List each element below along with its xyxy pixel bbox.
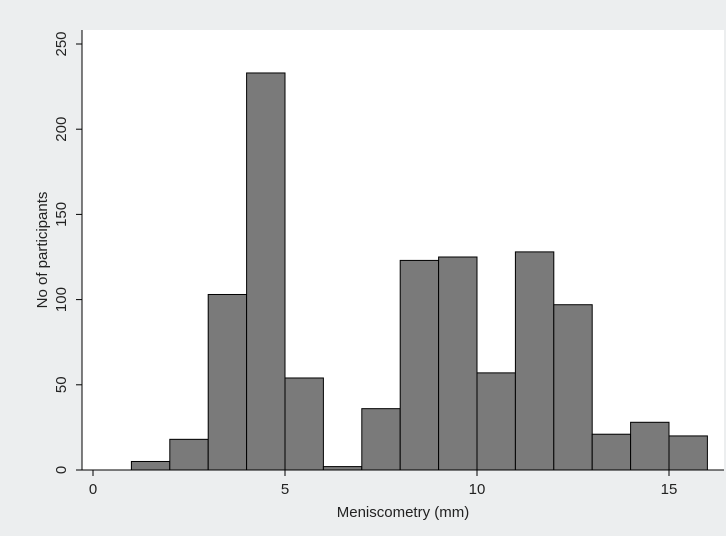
histogram-bar bbox=[284, 377, 324, 471]
x-tick-label: 0 bbox=[89, 481, 97, 498]
x-tick-label: 15 bbox=[661, 481, 678, 498]
y-tick-label: 0 bbox=[53, 466, 70, 474]
histogram-bar bbox=[399, 259, 440, 471]
histogram-bar bbox=[553, 304, 593, 471]
histogram-bar bbox=[322, 466, 363, 471]
histogram-bar bbox=[169, 438, 209, 471]
x-tick-label: 5 bbox=[281, 481, 289, 498]
histogram-bar bbox=[591, 433, 632, 471]
x-axis: 0 5 10 15 bbox=[82, 469, 724, 498]
histogram-bar bbox=[630, 421, 670, 471]
x-tick-label: 10 bbox=[469, 481, 486, 498]
y-tick-label: 150 bbox=[53, 202, 70, 227]
y-tick-label: 50 bbox=[53, 376, 70, 393]
x-axis-title: Meniscometry (mm) bbox=[337, 504, 470, 521]
histogram-bar bbox=[130, 460, 171, 471]
histogram-bar bbox=[514, 251, 555, 471]
y-tick-label: 250 bbox=[53, 31, 70, 56]
y-tick-label: 100 bbox=[53, 287, 70, 312]
histogram-bar bbox=[207, 293, 248, 471]
y-tick-label: 200 bbox=[53, 117, 70, 142]
y-axis: 0 50 100 150 200 250 bbox=[53, 30, 83, 474]
bars-group bbox=[130, 72, 708, 471]
histogram-bar bbox=[246, 72, 286, 471]
histogram-bar bbox=[476, 372, 516, 471]
y-axis-title: No of participants bbox=[34, 192, 51, 309]
histogram-bar bbox=[361, 408, 401, 471]
histogram-bar bbox=[438, 256, 478, 471]
histogram-bar bbox=[668, 435, 708, 471]
